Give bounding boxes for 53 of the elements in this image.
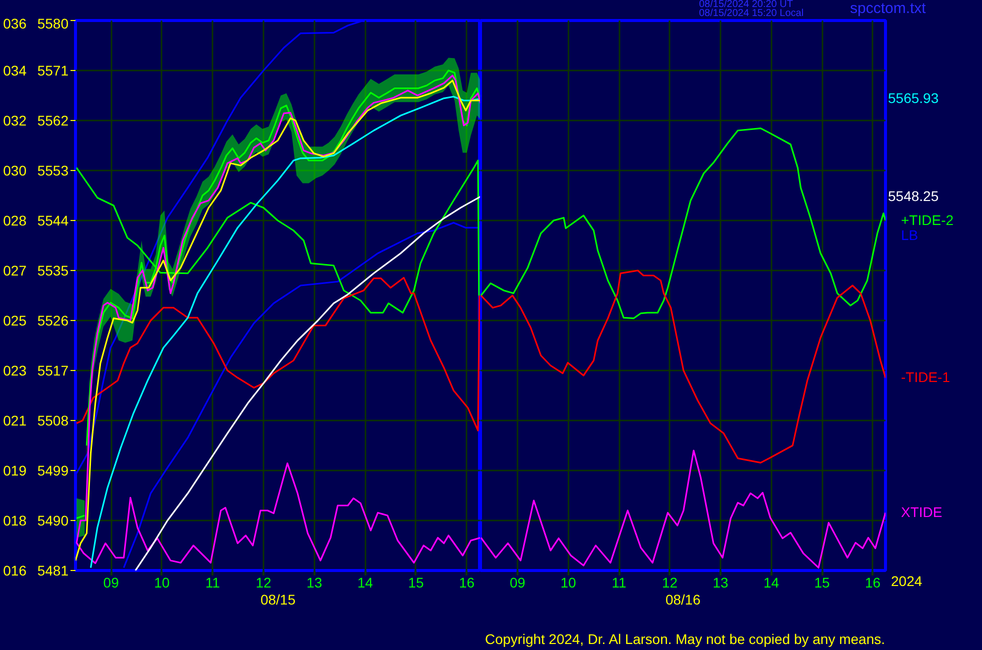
y2-tick-label: 018	[3, 512, 27, 528]
text: spcctom.txt	[850, 0, 926, 17]
text: 5565.93	[888, 90, 939, 106]
y-tick-label: 5499	[37, 462, 69, 478]
y-tick-label: 5571	[37, 62, 69, 78]
x-tick-label: 10	[154, 574, 170, 590]
y2-tick-label: 025	[3, 312, 27, 328]
y-tick-label: 5535	[37, 262, 69, 278]
series-label: +TIDE-2	[901, 212, 954, 228]
y-tick-label: 5544	[37, 212, 69, 228]
y-tick-label: 5526	[37, 312, 69, 328]
y-tick-label: 5580	[37, 16, 69, 32]
x-tick-label: 13	[712, 574, 729, 590]
x-axis-title: 08/16	[665, 592, 701, 608]
y-tick-label: 5508	[37, 412, 69, 428]
y2-tick-label: 036	[3, 16, 27, 32]
y2-tick-label: 016	[3, 562, 27, 578]
y2-tick-label: 030	[3, 162, 27, 178]
x-tick-label: 15	[814, 574, 830, 590]
y2-tick-label: 019	[3, 462, 27, 478]
y-tick-label: 5517	[37, 362, 69, 378]
text: LB	[901, 227, 918, 243]
series-label: -TIDE-1	[901, 369, 950, 385]
y2-tick-label: 034	[3, 62, 27, 78]
y-tick-label: 5481	[37, 562, 69, 578]
y2-tick-label: 027	[3, 262, 27, 278]
x-tick-label: 10	[560, 574, 576, 590]
y2-tick-label: 021	[3, 412, 27, 428]
x-tick-label: 12	[256, 574, 272, 590]
text: 2024	[891, 573, 922, 589]
x-tick-label: 16	[865, 574, 881, 590]
x-tick-label: 14	[357, 574, 374, 590]
y2-tick-label: 028	[3, 212, 27, 228]
x-tick-label: 09	[103, 574, 120, 590]
y-tick-label: 5553	[37, 162, 69, 178]
y2-tick-label: 032	[3, 112, 27, 128]
x-tick-label: 12	[662, 574, 678, 590]
x-tick-label: 11	[205, 574, 220, 590]
x-tick-label: 14	[764, 574, 780, 590]
text: Copyright 2024, Dr. Al Larson. May not be copied by any means.	[484, 631, 885, 647]
text: 08/15/2024 15:20 Local	[699, 8, 804, 19]
x-tick-label: 13	[306, 574, 322, 590]
y-tick-label: 5490	[37, 512, 69, 528]
text: 08/15/2024 20:20 UT	[699, 0, 793, 10]
y2-tick-label: 023	[3, 362, 27, 378]
x-tick-label: 11	[612, 574, 627, 590]
x-tick-label: 16	[458, 574, 475, 590]
x-tick-label: 15	[408, 574, 424, 590]
series-label: XTIDE	[901, 504, 942, 520]
x-axis-title: 08/15	[260, 592, 296, 608]
text: 5548.25	[888, 188, 939, 204]
y-tick-label: 5562	[37, 112, 69, 128]
x-tick-label: 09	[510, 574, 526, 590]
